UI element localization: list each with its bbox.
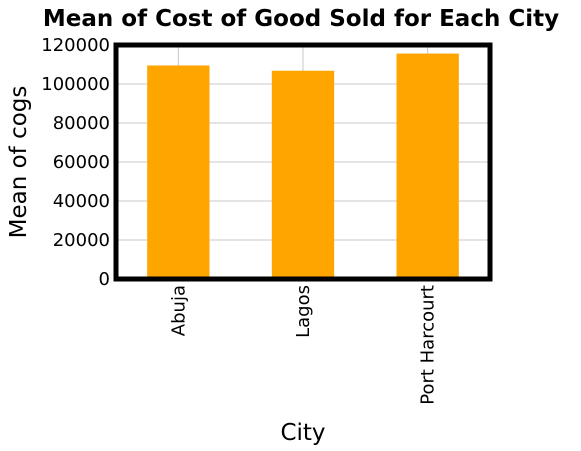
y-tick-label: 60000 [53,152,110,173]
y-tick-label: 120000 [41,35,110,56]
bar-lagos [271,70,335,280]
x-tick-label: Port Harcourt [418,285,439,405]
x-tick-label: Abuja [168,285,189,336]
y-tick-label: 20000 [53,230,110,251]
y-tick-label: 80000 [53,113,110,134]
y-tick-label: 100000 [41,74,110,95]
bar-port-harcourt [396,53,459,279]
bar-abuja [147,65,210,279]
x-axis-label: City [280,420,325,446]
bars [147,53,459,280]
x-tick-labels: Abuja Lagos Port Harcourt [168,285,438,405]
y-tick-labels: 0 20000 40000 60000 80000 100000 120000 [41,35,110,290]
chart-title: Mean of Cost of Good Sold for Each City [43,6,559,32]
y-axis-label: Mean of cogs [6,86,32,239]
y-tick-label: 40000 [53,191,110,212]
x-tick-label: Lagos [293,285,314,338]
y-tick-label: 0 [99,269,110,290]
plot-frame [113,42,493,282]
